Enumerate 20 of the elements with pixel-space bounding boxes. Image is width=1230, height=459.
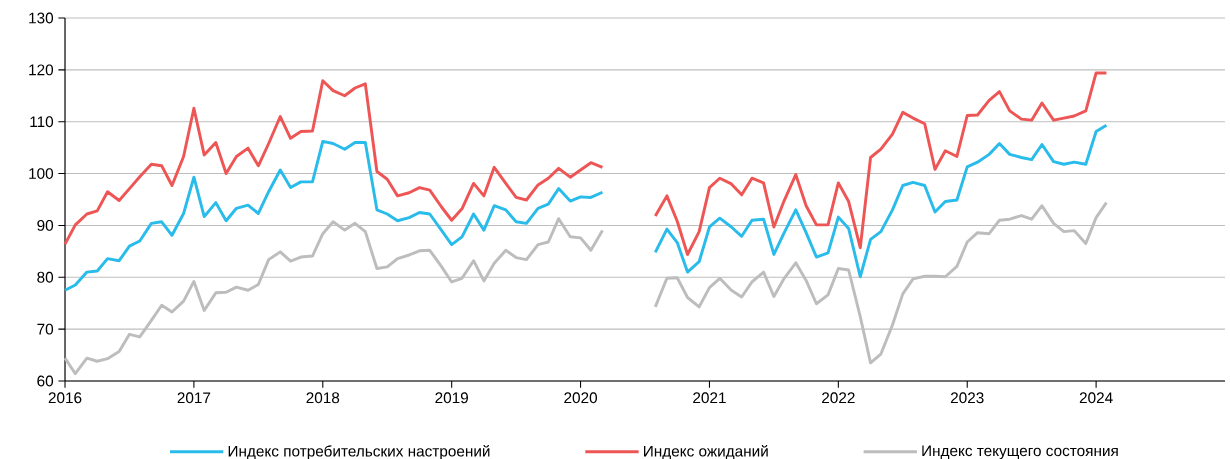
y-tick-label: 60 [37, 375, 54, 387]
legend-label: Индекс ожиданий [644, 445, 768, 459]
x-tick-label: 2022 [822, 392, 855, 404]
x-tick-label: 2018 [306, 392, 340, 404]
y-tick-label: 90 [37, 219, 54, 231]
y-tick-label: 100 [29, 168, 54, 179]
x-tick-label: 2023 [950, 392, 984, 404]
y-tick-label: 120 [29, 64, 54, 76]
x-tick-label: 2019 [435, 392, 468, 404]
legend-label: Индекс текущего состояния [922, 445, 1118, 459]
x-tick-label: 2016 [48, 392, 82, 404]
x-tick-label: 2017 [177, 392, 211, 404]
y-tick-label: 70 [37, 323, 54, 335]
legend-label: Индекс потребительских настроений [228, 445, 490, 459]
y-tick-label: 110 [30, 116, 54, 128]
y-tick-label: 80 [37, 271, 54, 283]
x-tick-label: 2020 [564, 392, 598, 404]
y-tick-label: 130 [29, 12, 54, 24]
x-tick-label: 2021 [693, 392, 726, 404]
x-tick-label: 2024 [1079, 392, 1113, 404]
